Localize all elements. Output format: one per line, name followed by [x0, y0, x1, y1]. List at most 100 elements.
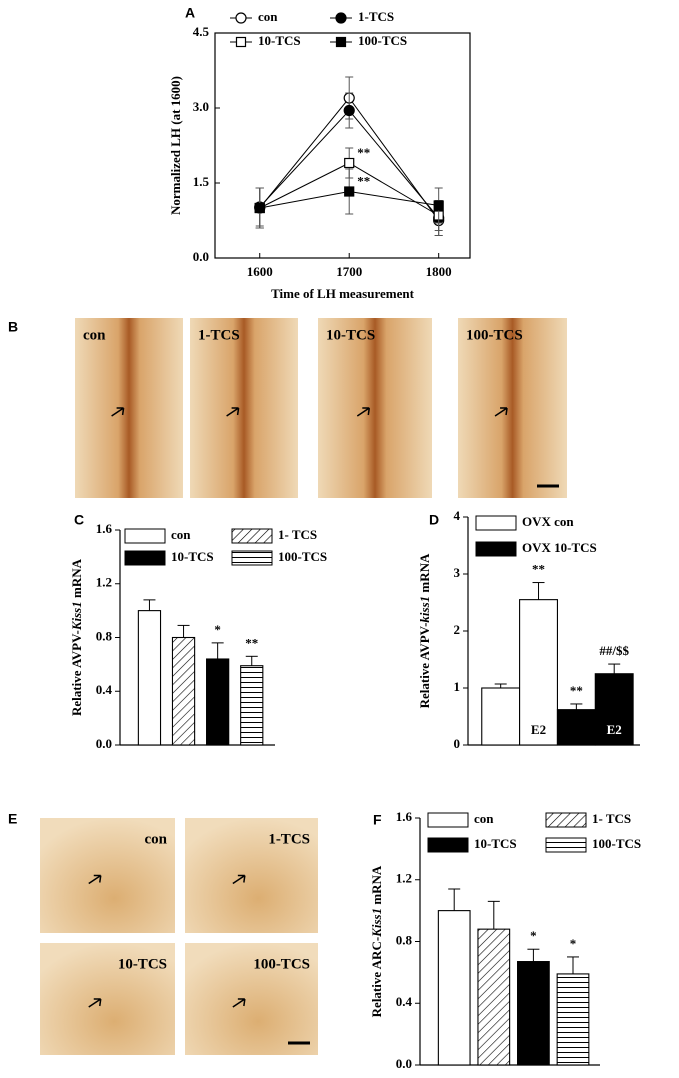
panel-letter: A: [185, 5, 195, 21]
bar: [519, 599, 558, 746]
arrow: [356, 407, 371, 417]
legend-swatch: [124, 550, 166, 566]
legend-swatch: [231, 528, 273, 544]
legend-label: 10-TCS: [474, 836, 517, 851]
y-axis-label-part: Normalized LH (at 1600): [168, 76, 183, 215]
legend-swatch: [475, 515, 517, 531]
y-tick-label: 1.6: [96, 521, 113, 536]
y-tick-label: 0.8: [396, 932, 413, 947]
legend-label: 100-TCS: [358, 33, 407, 48]
y-axis-label-part: mRNA: [369, 865, 384, 908]
legend-label: OVX 10-TCS: [522, 540, 597, 555]
y-axis-label: Relative AVPV-kiss1 mRNA: [417, 553, 432, 708]
legend-label: 100-TCS: [278, 549, 327, 564]
micrograph: [190, 318, 298, 498]
y-axis-label-part: Relative AVPV-: [69, 630, 84, 716]
y-axis-label-part: Kiss1: [69, 601, 84, 631]
annotation: **: [357, 173, 370, 188]
y-tick-label: 0.0: [96, 736, 112, 751]
marker: [335, 36, 347, 48]
annotation: *: [570, 936, 577, 951]
micrograph: [75, 318, 183, 498]
annotation: **: [357, 145, 370, 160]
bar: [556, 709, 596, 746]
x-tick-label: 1700: [336, 264, 362, 279]
micrograph-label: 10-TCS: [326, 327, 375, 343]
annotation: *: [214, 622, 221, 637]
panel-letter: D: [429, 512, 439, 528]
micrograph-label: 100-TCS: [253, 956, 310, 972]
legend-label: con: [474, 811, 494, 826]
bar-inner-label: E2: [531, 722, 546, 737]
marker: [433, 200, 444, 211]
arrow: [88, 998, 102, 1008]
legend-swatch: [231, 550, 273, 566]
annotation: **: [570, 683, 583, 698]
bar: [206, 658, 230, 746]
micrograph: [458, 318, 567, 498]
y-axis-label: Relative AVPV-Kiss1 mRNA: [69, 558, 84, 716]
marker: [343, 104, 355, 117]
arrow: [232, 874, 246, 885]
y-tick-label: 1.2: [96, 575, 112, 590]
micrograph: [318, 318, 432, 498]
y-tick-label: 2: [454, 622, 461, 637]
micrograph-label: 1-TCS: [268, 831, 310, 847]
arrow: [226, 407, 240, 417]
micrograph: [185, 943, 318, 1055]
bar: [594, 673, 634, 746]
y-tick-label: 4.5: [193, 24, 210, 39]
bar: [477, 928, 511, 1066]
annotation: **: [532, 562, 545, 577]
legend-label: OVX con: [522, 514, 574, 529]
marker: [344, 157, 355, 169]
legend-label: 10-TCS: [171, 549, 214, 564]
bar: [240, 665, 264, 746]
bar: [556, 973, 590, 1066]
micrograph-label: 10-TCS: [118, 956, 167, 972]
y-tick-label: 0.4: [96, 682, 113, 697]
arrow: [232, 998, 246, 1008]
y-tick-label: 3.0: [193, 99, 209, 114]
bar: [437, 910, 471, 1066]
bar: [171, 636, 196, 746]
legend-label: 1-TCS: [358, 9, 394, 24]
micrograph: [40, 943, 175, 1055]
annotation: *: [530, 928, 537, 943]
y-axis-label-part: Kiss1: [369, 908, 384, 938]
x-tick-label: 1800: [426, 264, 452, 279]
marker: [254, 202, 265, 214]
annotation: **: [245, 635, 258, 650]
y-tick-label: 1.5: [193, 174, 210, 189]
micrograph-label: 1-TCS: [198, 327, 240, 343]
panel-letter: B: [8, 319, 18, 335]
arrow: [494, 407, 508, 417]
legend-label: 1- TCS: [592, 811, 631, 826]
legend-label: 10-TCS: [258, 33, 301, 48]
legend-swatch: [427, 812, 469, 828]
legend-swatch: [427, 837, 469, 853]
legend-label: con: [258, 9, 278, 24]
panel-letter: C: [74, 512, 84, 528]
y-tick-label: 0.8: [96, 628, 113, 643]
marker: [235, 36, 247, 48]
micrograph-label: 100-TCS: [466, 327, 523, 343]
x-axis-label: Time of LH measurement: [271, 286, 415, 301]
arrow: [88, 874, 102, 885]
arrow: [111, 407, 125, 417]
micrograph: [185, 818, 318, 933]
bar-inner-label: E2: [607, 722, 622, 737]
marker: [335, 12, 347, 24]
y-tick-label: 0.0: [193, 249, 209, 264]
y-axis-label-part: Relative ARC-: [369, 937, 384, 1018]
bar: [517, 961, 550, 1066]
legend-swatch: [124, 528, 166, 544]
y-tick-label: 1.6: [396, 809, 413, 824]
micrograph-label: con: [145, 831, 168, 847]
y-axis-label-part: kiss1: [417, 596, 432, 623]
bar: [137, 610, 162, 746]
legend-swatch: [545, 837, 587, 853]
panel-letter: E: [8, 811, 17, 827]
y-tick-label: 0.4: [396, 994, 413, 1009]
